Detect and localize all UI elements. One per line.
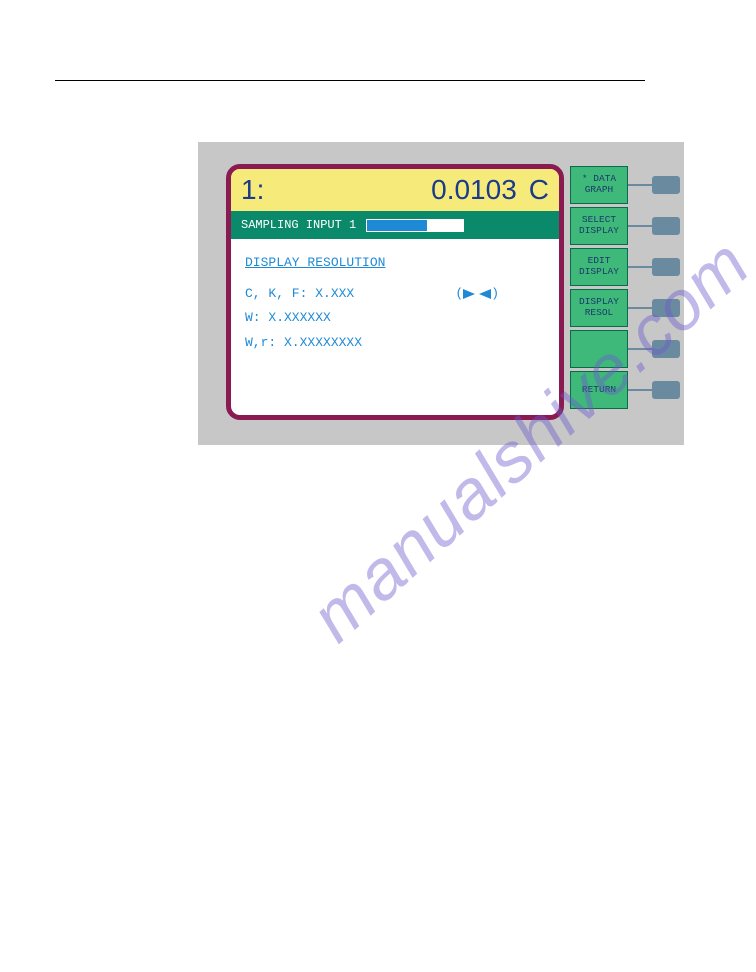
hard-button-5[interactable] xyxy=(652,340,680,358)
wire xyxy=(628,348,652,350)
wire xyxy=(628,307,652,309)
hard-button-1[interactable] xyxy=(652,176,680,194)
status-bar: SAMPLING INPUT 1 xyxy=(231,211,559,239)
softkey-display-resol[interactable]: DISPLAY RESOL xyxy=(570,289,628,327)
page-rule xyxy=(55,80,645,81)
content-title: DISPLAY RESOLUTION xyxy=(245,251,545,276)
wire xyxy=(628,184,652,186)
softkey-label-line1: RETURN xyxy=(582,385,616,396)
left-right-arrows-icon: () xyxy=(455,282,499,307)
softkey-label-line2: RESOL xyxy=(585,308,614,319)
wire xyxy=(628,266,652,268)
hard-button-4[interactable] xyxy=(652,299,680,317)
wire xyxy=(628,225,652,227)
softkey-select-display[interactable]: SELECT DISPLAY xyxy=(570,207,628,245)
softkey-label-line2: DISPLAY xyxy=(579,226,619,237)
progress-bar xyxy=(366,219,464,232)
softkey-label-line2: DISPLAY xyxy=(579,267,619,278)
resolution-line-2: W: X.XXXXXX xyxy=(245,306,545,331)
resolution-line-3: W,r: X.XXXXXXXX xyxy=(245,331,545,356)
screen-frame: 1: 0.0103 C SAMPLING INPUT 1 DISPLAY RES… xyxy=(226,164,564,420)
readout-unit: C xyxy=(529,174,549,206)
hard-button-3[interactable] xyxy=(652,258,680,276)
softkey-return[interactable]: RETURN xyxy=(570,371,628,409)
softkey-label-line2: GRAPH xyxy=(585,185,614,196)
readout-bar: 1: 0.0103 C xyxy=(231,169,559,211)
content-area: DISPLAY RESOLUTION C, K, F: X.XXX () W: … xyxy=(231,239,559,368)
softkey-blank[interactable] xyxy=(570,330,628,368)
content-row-1: C, K, F: X.XXX () xyxy=(245,282,545,307)
readout-value: 0.0103 xyxy=(264,174,516,206)
device-panel: 1: 0.0103 C SAMPLING INPUT 1 DISPLAY RES… xyxy=(198,142,684,445)
hard-button-6[interactable] xyxy=(652,381,680,399)
progress-fill xyxy=(367,220,427,231)
softkey-column: * DATA GRAPH SELECT DISPLAY EDIT DISPLAY… xyxy=(570,166,628,409)
wire xyxy=(628,389,652,391)
resolution-line-1: C, K, F: X.XXX xyxy=(245,282,354,307)
readout-channel: 1: xyxy=(241,174,264,206)
softkey-edit-display[interactable]: EDIT DISPLAY xyxy=(570,248,628,286)
hard-button-2[interactable] xyxy=(652,217,680,235)
softkey-data-graph[interactable]: * DATA GRAPH xyxy=(570,166,628,204)
status-label: SAMPLING INPUT 1 xyxy=(241,218,356,232)
